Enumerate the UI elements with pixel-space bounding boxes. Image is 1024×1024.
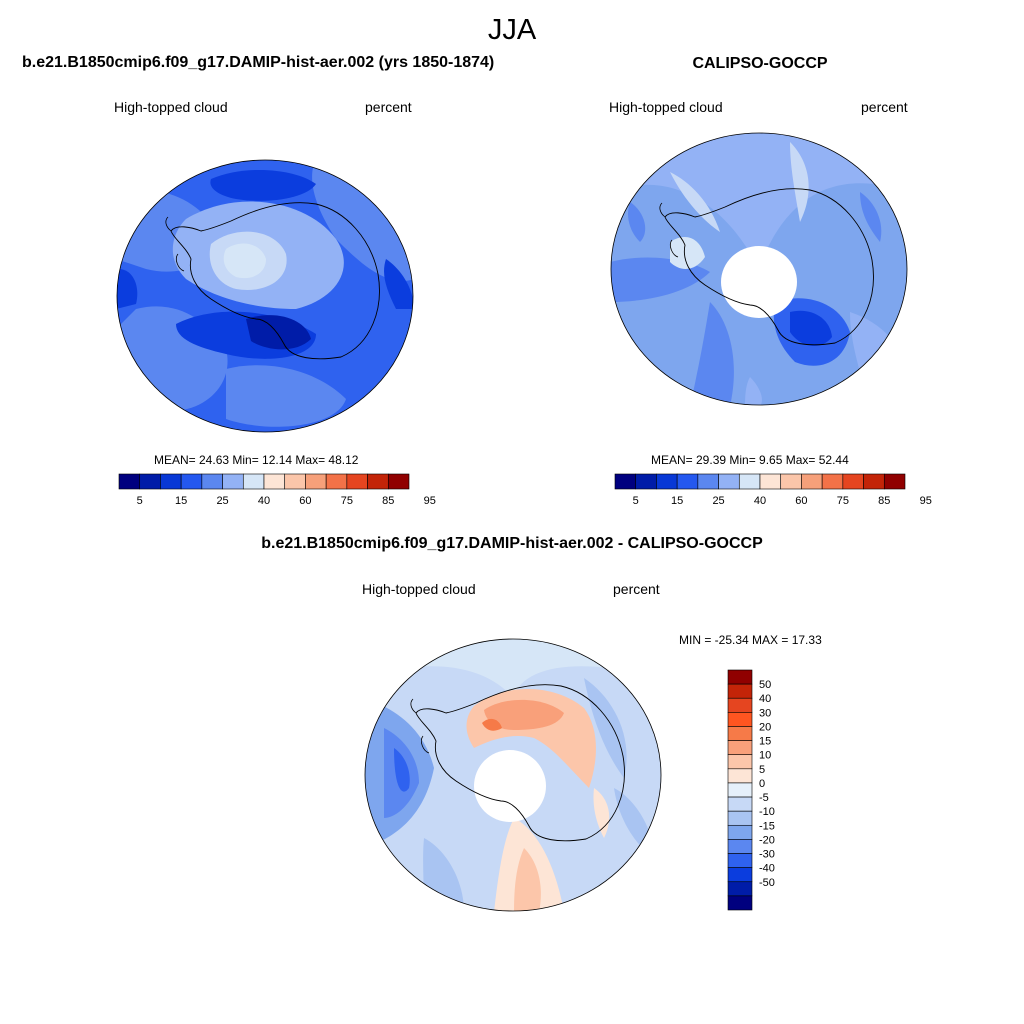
obs-colorbar-box xyxy=(718,473,740,490)
diff-colorbar-box xyxy=(727,796,753,812)
diff-colorbar-tick-label: -20 xyxy=(759,834,775,846)
diff-colorbar-tick-label: 10 xyxy=(759,750,771,762)
model-colorbar-box xyxy=(180,473,203,490)
diff-stats: MIN = -25.34 MAX = 17.33 xyxy=(679,633,822,647)
obs-colorbar-box xyxy=(863,473,885,490)
diff-colorbar-box xyxy=(727,726,753,741)
model-colorbar-box xyxy=(284,473,306,490)
obs-colorbar-box xyxy=(697,473,719,490)
obs-colorbar-tick-label: 5 xyxy=(633,495,639,507)
model-colorbar-box xyxy=(367,473,389,490)
model-polar-map xyxy=(116,159,414,433)
obs-colorbar: 5 15 25 40 60 75 85 95 xyxy=(614,473,932,507)
diff-colorbar-box xyxy=(727,853,753,868)
diff-colorbar-tick-label: -15 xyxy=(759,820,775,832)
diff-colorbar-box xyxy=(727,881,753,897)
diff-panel-title: b.e21.B1850cmip6.f09_g17.DAMIP-hist-aer.… xyxy=(261,535,763,552)
obs-colorbar-box xyxy=(821,473,844,490)
model-panel-title: b.e21.B1850cmip6.f09_g17.DAMIP-hist-aer.… xyxy=(22,54,495,71)
model-colorbar-box xyxy=(118,473,141,490)
diff-colorbar-box xyxy=(727,740,753,756)
diff-colorbar-tick-label: 40 xyxy=(759,693,771,705)
model-colorbar-box xyxy=(263,473,286,490)
model-colorbar-tick-label: 15 xyxy=(175,495,187,507)
season-title: JJA xyxy=(487,14,537,46)
model-colorbar-tick-label: 85 xyxy=(382,495,394,507)
obs-colorbar-box xyxy=(676,473,699,490)
diff-colorbar-tick-label: 0 xyxy=(759,778,765,790)
obs-colorbar-box xyxy=(759,473,782,490)
model-units-label: percent xyxy=(365,99,412,115)
model-colorbar-tick-label: 5 xyxy=(137,495,143,507)
diff-colorbar-box xyxy=(727,712,753,727)
model-colorbar-box xyxy=(325,473,348,490)
model-colorbar-box xyxy=(201,473,223,490)
model-colorbar-tick-label: 60 xyxy=(299,495,311,507)
model-colorbar: 5 15 25 40 60 75 85 95 xyxy=(118,473,436,507)
diff-variable-label: High-topped cloud xyxy=(362,581,476,597)
diff-colorbar-tick-label: -40 xyxy=(759,863,775,875)
obs-colorbar-tick-label: 15 xyxy=(671,495,683,507)
model-colorbar-box xyxy=(242,473,265,490)
obs-colorbar-box xyxy=(883,473,906,490)
diff-colorbar-tick-label: 30 xyxy=(759,707,771,719)
diff-colorbar-box xyxy=(727,867,753,883)
obs-panel-title: CALIPSO-GOCCP xyxy=(692,55,828,72)
model-colorbar-box xyxy=(305,473,327,490)
diff-colorbar-box xyxy=(727,895,753,911)
diff-colorbar-tick-label: -50 xyxy=(759,877,775,889)
obs-units-label: percent xyxy=(861,99,908,115)
model-colorbar-box xyxy=(387,473,410,490)
obs-colorbar-tick-label: 85 xyxy=(878,495,890,507)
obs-colorbar-box xyxy=(842,473,864,490)
obs-colorbar-tick-label: 95 xyxy=(920,495,932,507)
diff-colorbar-tick-label: 15 xyxy=(759,736,771,748)
diff-colorbar-tick-label: -30 xyxy=(759,849,775,861)
obs-colorbar-box xyxy=(780,473,802,490)
diff-units-label: percent xyxy=(613,581,660,597)
model-colorbar-box xyxy=(222,473,244,490)
diff-colorbar-box xyxy=(727,824,753,840)
obs-colorbar-box xyxy=(614,473,637,490)
model-colorbar-tick-label: 25 xyxy=(216,495,228,507)
diff-polar-map xyxy=(364,638,662,912)
obs-stats: MEAN= 29.39 Min= 9.65 Max= 52.44 xyxy=(651,453,849,467)
model-colorbar-box xyxy=(160,473,182,490)
obs-colorbar-box xyxy=(738,473,761,490)
diff-colorbar-box xyxy=(727,810,753,826)
obs-variable-label: High-topped cloud xyxy=(609,99,723,115)
diff-colorbar-box xyxy=(727,754,753,770)
model-colorbar-box xyxy=(139,473,161,490)
diff-colorbar-tick-label: -10 xyxy=(759,806,775,818)
diff-colorbar-box xyxy=(727,683,753,699)
obs-polar-map xyxy=(610,132,908,406)
model-colorbar-box xyxy=(346,473,368,490)
obs-colorbar-box xyxy=(635,473,657,490)
model-variable-label: High-topped cloud xyxy=(114,99,228,115)
obs-colorbar-tick-label: 40 xyxy=(754,495,766,507)
model-colorbar-tick-label: 40 xyxy=(258,495,270,507)
diff-colorbar-tick-label: 20 xyxy=(759,721,771,733)
obs-colorbar-box xyxy=(656,473,678,490)
model-colorbar-tick-label: 75 xyxy=(341,495,353,507)
model-colorbar-tick-label: 95 xyxy=(424,495,436,507)
diff-colorbar-box xyxy=(727,782,753,798)
diff-colorbar-tick-label: 5 xyxy=(759,764,765,776)
obs-colorbar-tick-label: 75 xyxy=(837,495,849,507)
model-stats: MEAN= 24.63 Min= 12.14 Max= 48.12 xyxy=(154,453,359,467)
obs-colorbar-tick-label: 60 xyxy=(795,495,807,507)
diff-colorbar-box xyxy=(727,839,753,854)
diff-colorbar-tick-label: 50 xyxy=(759,679,771,691)
diff-colorbar-tick-label: -5 xyxy=(759,792,769,804)
diff-colorbar-box xyxy=(727,768,753,784)
obs-colorbar-tick-label: 25 xyxy=(712,495,724,507)
diff-colorbar-box xyxy=(727,697,753,713)
diff-colorbar-box xyxy=(727,669,753,685)
obs-colorbar-box xyxy=(801,473,823,490)
